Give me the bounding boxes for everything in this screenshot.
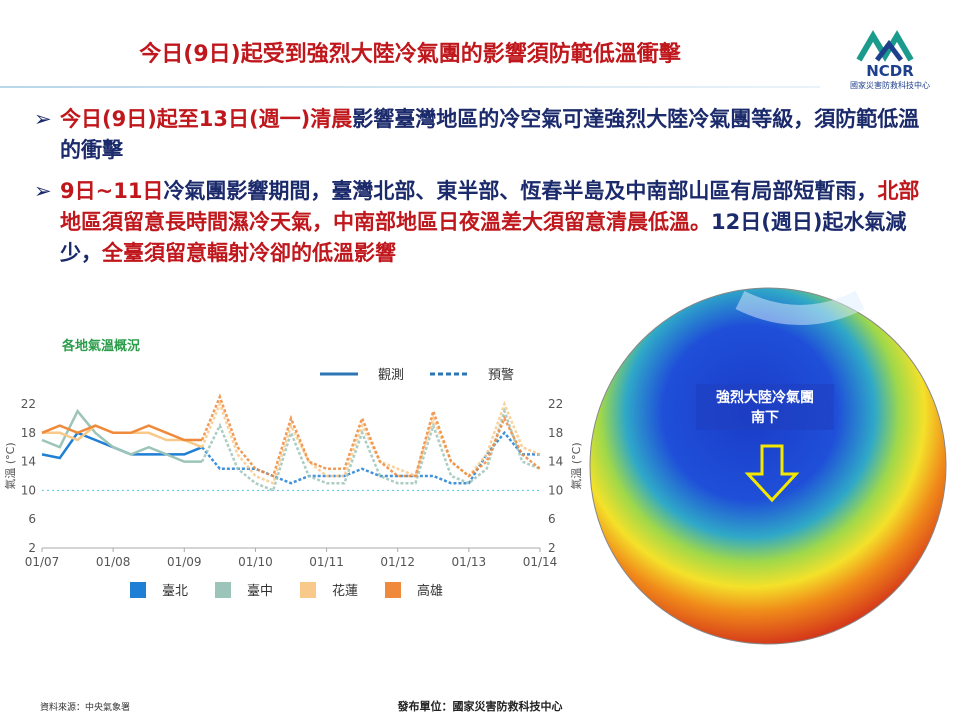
- legend-label: 高雄: [417, 583, 443, 599]
- y-tick-label: 18: [21, 426, 36, 440]
- bullet-text: 今日(9日)起至13日(週一)清晨: [60, 107, 353, 131]
- bullet-text: 北部地區須留意長時間濕冷天氣，中南部地區日夜溫差大須留意清晨低溫。: [60, 179, 920, 234]
- annotation-box: [696, 384, 834, 430]
- y2-tick-label: 18: [548, 426, 563, 440]
- y-tick-label: 14: [21, 455, 36, 469]
- logo: NCDR 國家災害防救科技中心: [840, 30, 940, 91]
- y2-tick-label: 22: [548, 397, 563, 411]
- bullet-text: 影響臺灣地區的冷空氣可達強烈大陸冷氣團等級，須防範低溫的衝擊: [60, 107, 920, 162]
- map-annotation: 強烈大陸冷氣團: [716, 389, 814, 406]
- bullet-arrow: ➢: [34, 107, 52, 131]
- legend-label: 臺北: [162, 584, 188, 599]
- y-tick-label: 2: [28, 541, 36, 555]
- bullet-text: 12日(週日)起水氣減少，: [60, 210, 907, 265]
- map-arrow: [744, 444, 800, 503]
- legend-swatch: [130, 582, 146, 598]
- map-annotation: 南下: [751, 409, 779, 426]
- x-tick-label: 01/12: [380, 555, 415, 569]
- polar-region: [735, 290, 865, 325]
- bullet-text: 冷氣團影響期間，臺灣北部、東半部、恆春半島及中南部山區有局部短暫雨，: [163, 179, 878, 203]
- y2-tick-label: 6: [548, 512, 556, 526]
- y2-tick-label: 10: [548, 483, 563, 497]
- y2-axis-label: 氣溫 (°C): [569, 442, 583, 489]
- series-line: [200, 407, 541, 493]
- x-tick-label: 01/11: [309, 555, 344, 569]
- bullet-text: 9日~11日: [60, 179, 164, 203]
- logo-text: NCDR: [866, 62, 914, 80]
- series-line: [41, 424, 203, 442]
- series-line: [200, 393, 541, 478]
- y2-tick-label: 2: [548, 541, 556, 555]
- legend-label: 臺中: [247, 584, 273, 599]
- y2-tick-label: 14: [548, 455, 563, 469]
- logo-caption: 國家災害防救科技中心: [850, 81, 930, 90]
- source-note: 資料來源：中央氣象署: [40, 701, 130, 713]
- publisher-note: 發布單位：國家災害防救科技中心: [397, 699, 563, 713]
- globe-map: [589, 287, 947, 645]
- legend-label: 花蓮: [332, 583, 358, 599]
- legend-swatch: [215, 582, 231, 598]
- x-tick-label: 01/13: [452, 555, 487, 569]
- x-tick-label: 01/09: [167, 555, 202, 569]
- slide-title: 今日(9日)起受到強烈大陸冷氣團的影響須防範低溫衝擊: [139, 42, 681, 67]
- bullet: ➢ 9日~11日冷氣團影響期間，臺灣北部、東半部、恆春半島及中南部山區有局部短暫雨…: [30, 176, 930, 269]
- x-tick-label: 01/10: [238, 555, 273, 569]
- y-axis-label: 氣溫 (°C): [3, 442, 17, 489]
- legend-label: 預警: [488, 367, 514, 383]
- bullet-text: 全臺須留意輻射冷卻的低溫影響: [102, 241, 396, 265]
- x-tick-label: 01/14: [523, 555, 558, 569]
- y-tick-label: 6: [28, 512, 36, 526]
- x-tick-label: 01/07: [25, 555, 60, 569]
- legend-swatch: [385, 582, 401, 598]
- bullet-arrow: ➢: [34, 179, 52, 203]
- logo-mark: [856, 30, 914, 62]
- chart-title: 各地氣溫概況: [61, 338, 140, 354]
- header-rule: [0, 86, 820, 88]
- bullet: ➢ 今日(9日)起至13日(週一)清晨影響臺灣地區的冷空氣可達強烈大陸冷氣團等級，…: [30, 104, 930, 166]
- series-line: [200, 400, 541, 485]
- legend-swatch: [300, 582, 316, 598]
- legend-label: 觀測: [378, 368, 404, 383]
- x-tick-label: 01/08: [96, 555, 131, 569]
- y-tick-label: 22: [21, 397, 36, 411]
- y-tick-label: 10: [21, 483, 36, 497]
